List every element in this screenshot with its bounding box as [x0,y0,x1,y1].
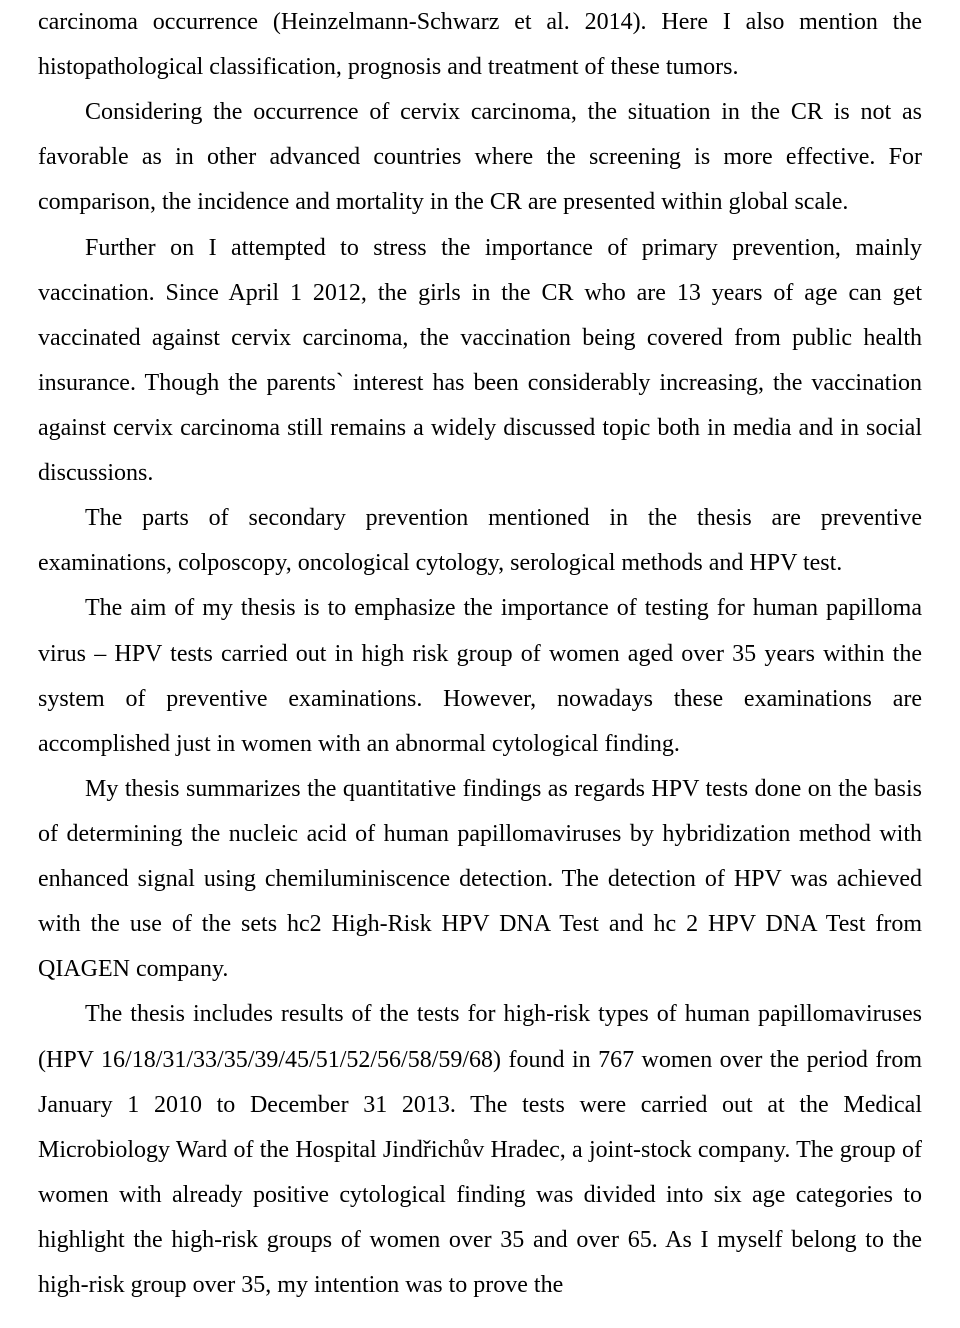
paragraph: Considering the occurrence of cervix car… [38,90,922,225]
paragraph: My thesis summarizes the quantitative fi… [38,767,922,993]
paragraph: The parts of secondary prevention mentio… [38,496,922,586]
paragraph: Further on I attempted to stress the imp… [38,226,922,497]
paragraph: The aim of my thesis is to emphasize the… [38,586,922,766]
document-page: carcinoma occurrence (Heinzelmann-Schwar… [0,0,960,1328]
paragraph: carcinoma occurrence (Heinzelmann-Schwar… [38,0,922,90]
paragraph: The thesis includes results of the tests… [38,992,922,1308]
